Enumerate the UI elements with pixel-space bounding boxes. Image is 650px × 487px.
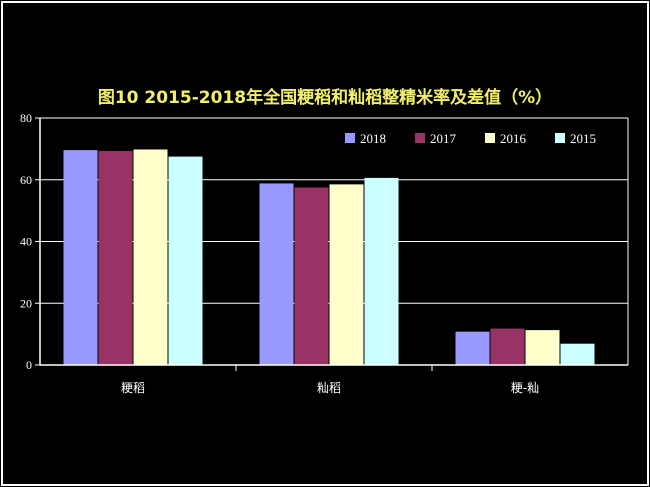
axes: 0 20 40 60 80 粳稻 籼稻 粳-籼: [20, 111, 629, 395]
chart-title: 图10 2015-2018年全国粳稻和籼稻整精米率及差值（%）: [98, 87, 552, 108]
bar-2016-2: [525, 330, 560, 365]
legend-swatch-2016: [485, 133, 495, 143]
legend-label: 2017: [430, 131, 457, 146]
bar-2018-1: [259, 183, 294, 365]
legend: 2018 2017 2016 2015: [345, 131, 596, 146]
x-category-label: 粳-籼: [511, 381, 539, 395]
bar-2015-0: [168, 156, 203, 365]
bar-2016-0: [133, 149, 168, 365]
bar-2017-2: [490, 328, 525, 365]
x-category-label: 粳稻: [121, 381, 145, 395]
bars: [63, 149, 595, 365]
bar-2015-2: [560, 343, 595, 365]
legend-swatch-2018: [345, 133, 355, 143]
y-tick-label: 60: [20, 173, 32, 187]
bar-2018-2: [455, 331, 490, 365]
legend-label: 2016: [500, 131, 527, 146]
y-tick-label: 80: [20, 111, 32, 125]
y-tick-label: 40: [20, 235, 32, 249]
bar-2015-1: [364, 177, 399, 365]
x-category-label: 籼稻: [317, 381, 341, 395]
bar-2016-1: [329, 184, 364, 365]
legend-swatch-2017: [415, 133, 425, 143]
legend-label: 2015: [570, 131, 596, 146]
bar-2017-0: [98, 151, 133, 365]
y-tick-label: 0: [26, 358, 32, 372]
bar-2017-1: [294, 187, 329, 365]
legend-swatch-2015: [555, 133, 565, 143]
legend-label: 2018: [360, 131, 386, 146]
y-tick-label: 20: [20, 296, 32, 310]
bar-2018-0: [63, 150, 98, 365]
